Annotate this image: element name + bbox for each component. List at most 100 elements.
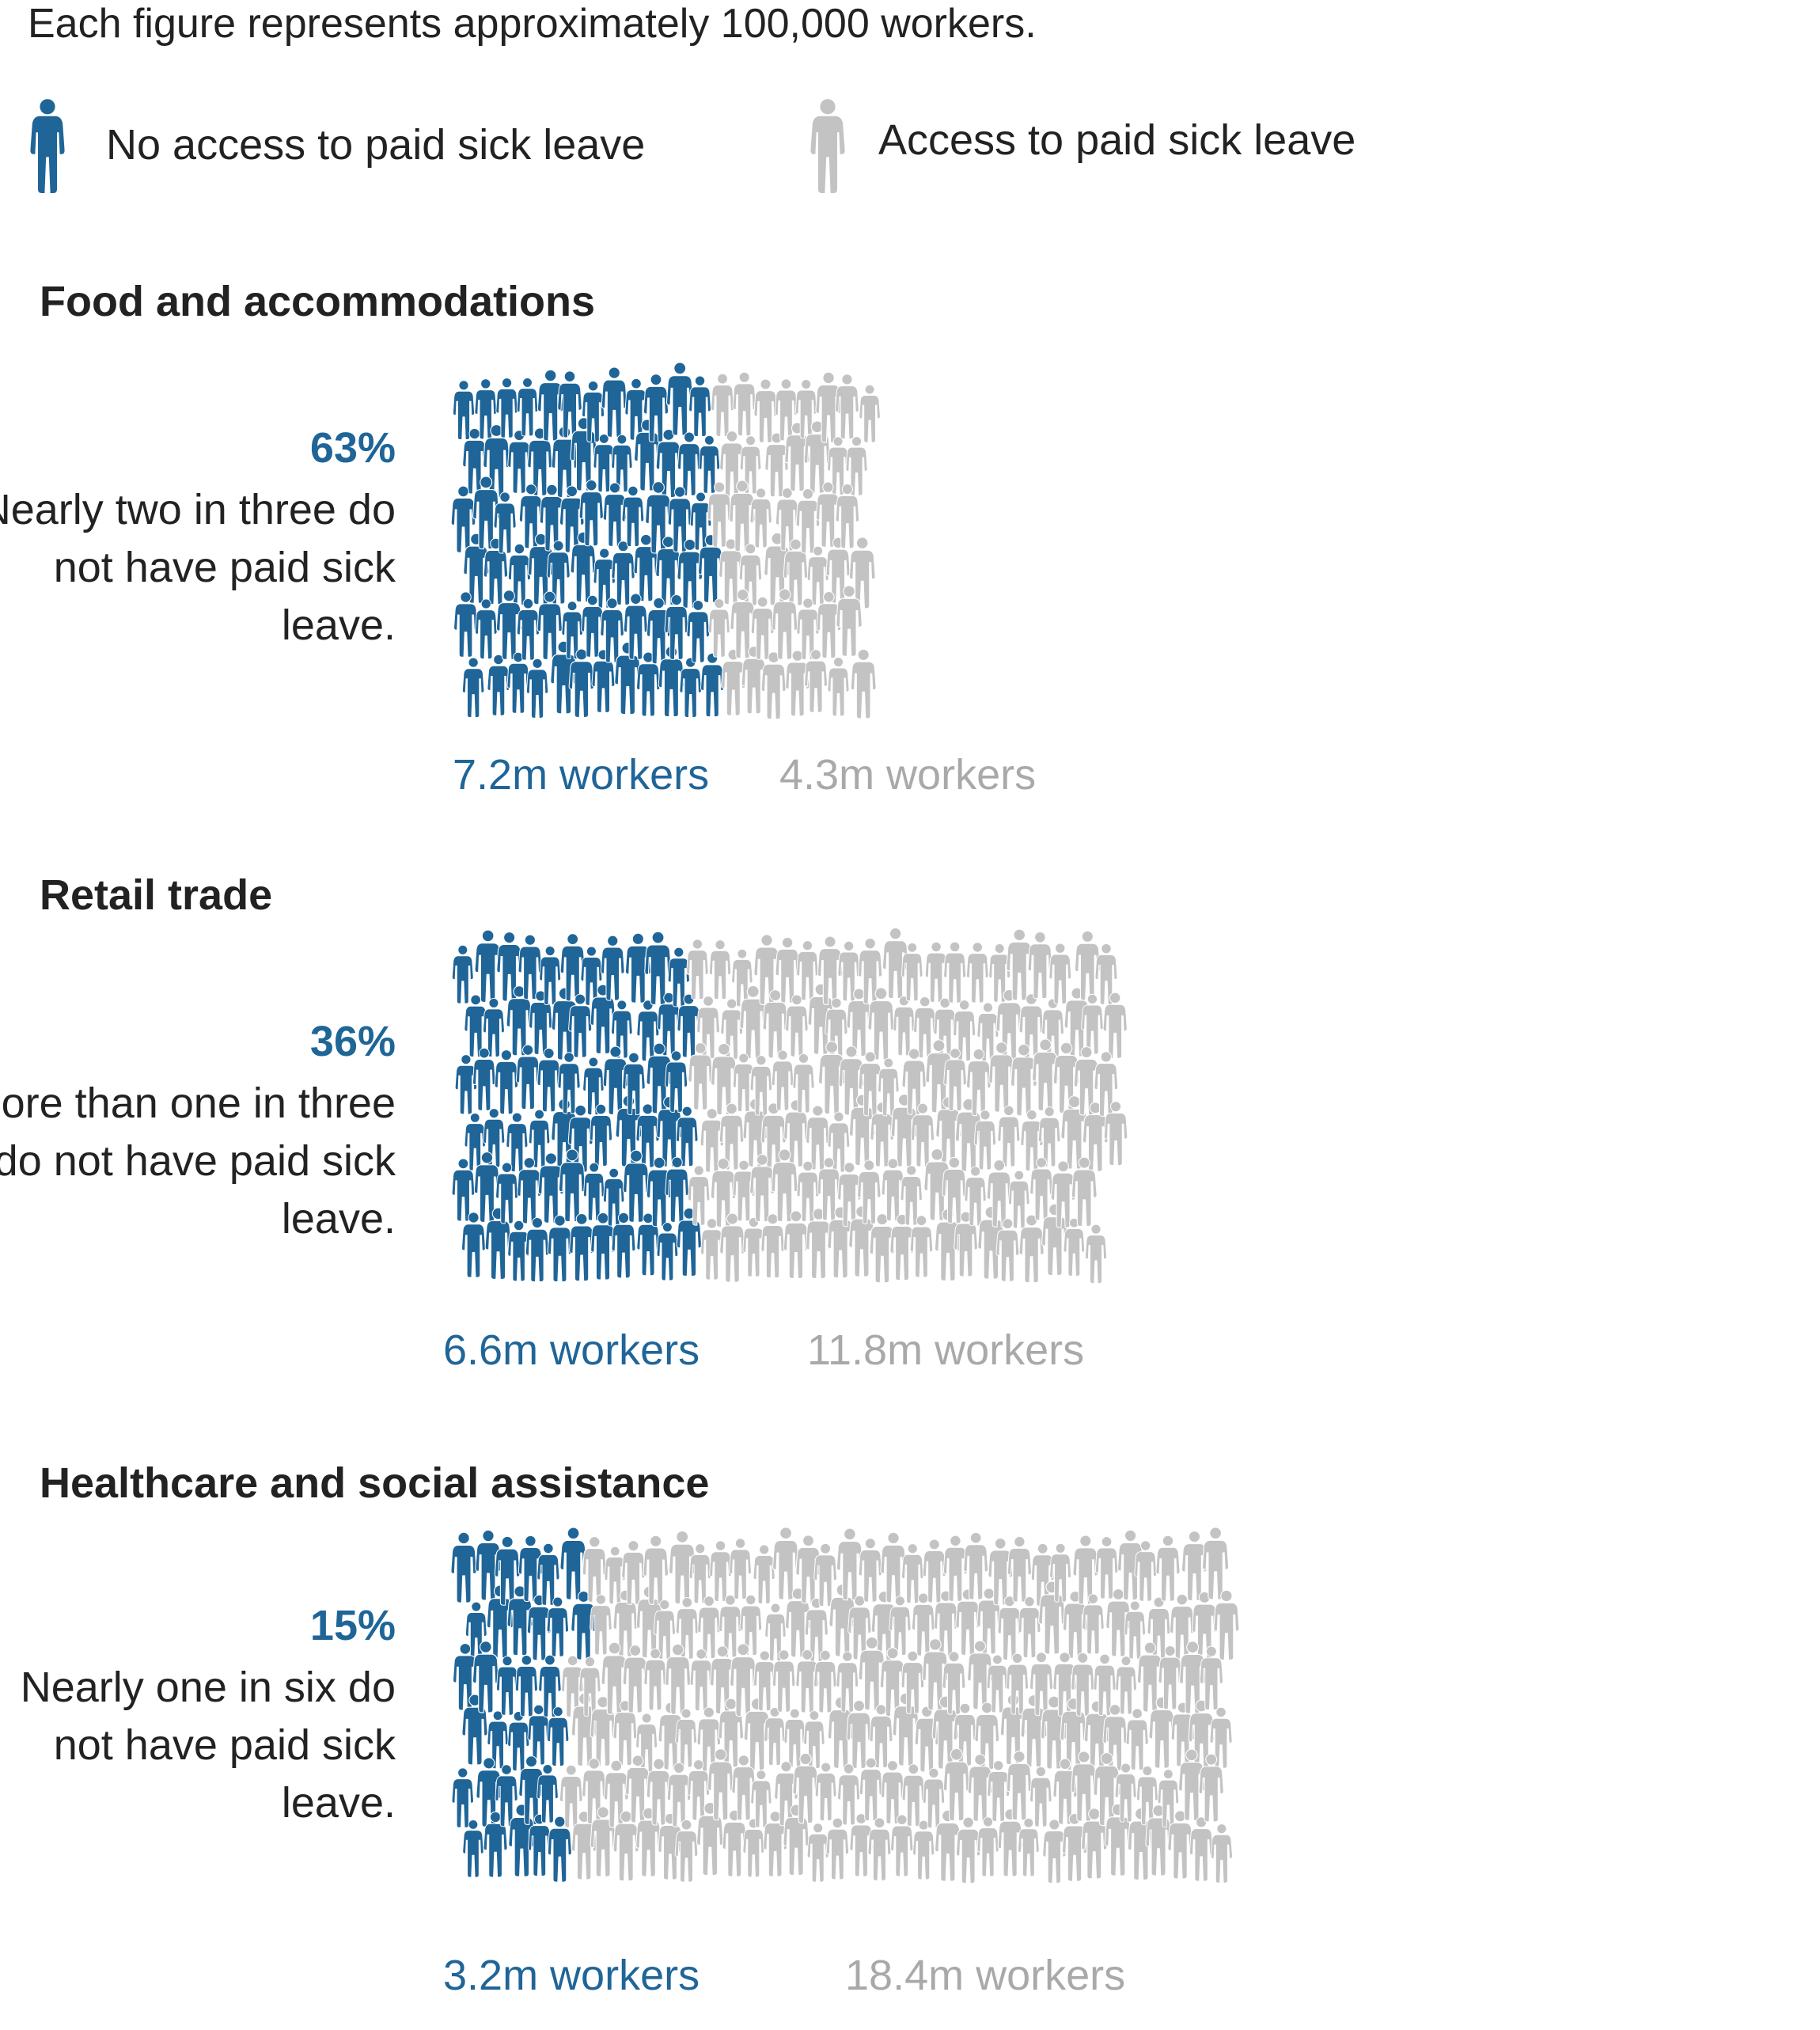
figure-access bbox=[1201, 1527, 1230, 1600]
count-access: 18.4m workers bbox=[845, 1952, 1126, 1999]
figure-access bbox=[689, 1649, 713, 1712]
figure-access bbox=[976, 1816, 999, 1877]
figure-no-access bbox=[451, 1767, 474, 1828]
figure-access bbox=[943, 941, 967, 1004]
figure-access bbox=[1082, 1593, 1105, 1655]
figure-no-access bbox=[686, 600, 711, 663]
figure-no-access bbox=[547, 1215, 573, 1283]
legend-label-no-access: No access to paid sick leave bbox=[106, 121, 646, 169]
figure-no-access bbox=[700, 652, 725, 718]
figure-no-access bbox=[496, 1656, 519, 1716]
figure-access bbox=[753, 378, 778, 443]
figure-access bbox=[783, 1804, 810, 1876]
figure-access bbox=[760, 1213, 785, 1279]
figure-no-access bbox=[569, 1212, 595, 1282]
figure-access bbox=[837, 1763, 861, 1826]
figure-access bbox=[859, 384, 881, 443]
figure-access bbox=[997, 1105, 1021, 1167]
figure-access bbox=[955, 1816, 981, 1884]
figure-access bbox=[804, 649, 828, 713]
section-title: Healthcare and social assistance bbox=[40, 1459, 710, 1507]
percent-label: 15% bbox=[309, 1602, 396, 1649]
person-figure-icon bbox=[810, 99, 845, 193]
section-healthcare: Healthcare and social assistance 15% Nea… bbox=[0, 1459, 1820, 2028]
figure-no-access bbox=[559, 1527, 587, 1600]
count-no-access: 3.2m workers bbox=[443, 1952, 700, 1999]
figure-access bbox=[760, 651, 787, 720]
figure-no-access bbox=[462, 1819, 484, 1878]
figure-access bbox=[965, 942, 989, 1004]
figure-no-access bbox=[677, 431, 702, 496]
figure-access bbox=[785, 994, 809, 1057]
legend-access: Access to paid sick leave bbox=[809, 93, 1521, 204]
figure-access bbox=[1007, 1535, 1032, 1603]
count-no-access: 7.2m workers bbox=[453, 751, 710, 799]
figure-access bbox=[1213, 1589, 1240, 1661]
figure-access bbox=[719, 1212, 745, 1283]
figure-access bbox=[1038, 1580, 1066, 1655]
figure-access bbox=[1125, 1708, 1149, 1770]
figure-access bbox=[590, 1594, 612, 1656]
figure-no-access bbox=[516, 378, 539, 437]
figure-access bbox=[1006, 1652, 1029, 1715]
section-title: Retail trade bbox=[40, 871, 273, 919]
description: More than one in three do not have paid … bbox=[0, 1080, 396, 1243]
figure-no-access bbox=[475, 598, 498, 660]
figure-no-access bbox=[451, 944, 474, 1004]
person-figure-icon bbox=[30, 99, 65, 193]
figure-access bbox=[686, 939, 709, 1000]
figure-access bbox=[813, 1649, 837, 1713]
figure-access bbox=[729, 1538, 752, 1599]
pictogram-crowd bbox=[450, 1527, 1240, 1884]
description: Nearly one in six do not have paid sick … bbox=[20, 1664, 396, 1827]
figure-no-access bbox=[621, 485, 645, 547]
figure-no-access bbox=[461, 657, 485, 719]
figure-no-access bbox=[525, 658, 549, 719]
figure-no-access bbox=[665, 362, 694, 436]
figure-access bbox=[709, 1540, 732, 1602]
figure-access bbox=[1102, 992, 1128, 1059]
count-access: 11.8m workers bbox=[807, 1326, 1085, 1374]
figure-access bbox=[827, 657, 850, 717]
figure-access bbox=[1155, 1535, 1181, 1602]
figure-access bbox=[772, 1649, 796, 1713]
figure-access bbox=[835, 374, 859, 439]
pictogram-crowd bbox=[450, 362, 881, 720]
figure-no-access bbox=[506, 651, 530, 714]
figure-no-access bbox=[656, 1222, 679, 1281]
figure-access bbox=[997, 1596, 1022, 1661]
figure-access bbox=[1198, 1753, 1224, 1823]
legend-label-access: Access to paid sick leave bbox=[878, 116, 1356, 164]
figure-access bbox=[731, 948, 753, 1007]
figure-access bbox=[711, 373, 734, 437]
figure-no-access bbox=[547, 1706, 570, 1766]
figure-access bbox=[1027, 931, 1053, 1000]
figure-access bbox=[912, 1819, 935, 1880]
count-no-access: 6.6m workers bbox=[443, 1326, 700, 1374]
figure-access bbox=[1189, 1816, 1214, 1882]
figure-access bbox=[806, 1823, 829, 1883]
intro-text: Each figure represents approximately 100… bbox=[28, 1, 1037, 47]
figure-no-access bbox=[601, 366, 628, 438]
figure-access bbox=[1085, 1224, 1107, 1284]
figure-access bbox=[814, 1762, 837, 1822]
figure-access bbox=[850, 648, 877, 719]
percent-label: 36% bbox=[309, 1018, 396, 1065]
figure-access bbox=[825, 1817, 850, 1880]
count-access: 4.3m workers bbox=[779, 751, 1037, 799]
figure-access bbox=[732, 371, 756, 437]
section-title: Food and accommodations bbox=[40, 278, 596, 325]
figure-access bbox=[1094, 1536, 1119, 1599]
figure-access bbox=[893, 996, 916, 1057]
legend-no-access: No access to paid sick leave bbox=[28, 93, 741, 204]
pictogram-crowd bbox=[451, 927, 1128, 1284]
figure-access bbox=[1048, 943, 1072, 1004]
figure-no-access bbox=[525, 1217, 550, 1283]
figure-access bbox=[1210, 1823, 1233, 1884]
section-food: Food and accommodations 63% Nearly two i… bbox=[0, 277, 1820, 831]
figure-no-access bbox=[450, 1531, 477, 1603]
figure-access bbox=[742, 1818, 765, 1878]
figure-no-access bbox=[537, 1047, 561, 1113]
figure-access bbox=[708, 598, 730, 658]
figure-access bbox=[867, 1817, 892, 1881]
